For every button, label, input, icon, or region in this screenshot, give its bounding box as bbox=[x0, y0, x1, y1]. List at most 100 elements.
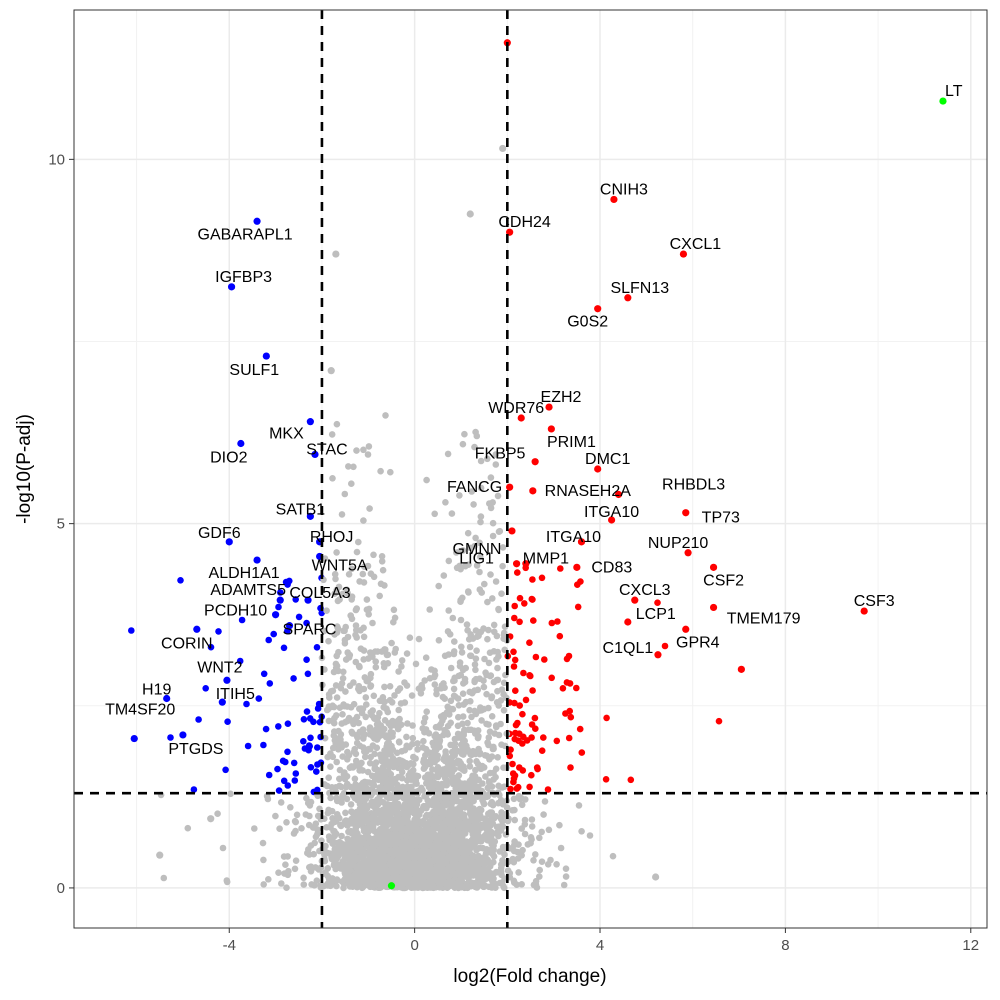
background-point-3938 bbox=[342, 863, 349, 870]
background-point-2769 bbox=[511, 735, 519, 743]
background-point-3881 bbox=[374, 796, 381, 803]
background-point-3772 bbox=[306, 743, 314, 750]
gene-point-dio2-33 bbox=[237, 439, 245, 448]
background-point-3682 bbox=[362, 748, 370, 755]
background-point-4157 bbox=[417, 838, 425, 845]
background-point-3849 bbox=[411, 868, 419, 876]
background-point-3559 bbox=[265, 771, 273, 779]
background-point-3810 bbox=[485, 704, 492, 712]
gene-point-cd83-21 bbox=[573, 563, 581, 571]
background-point-1696 bbox=[282, 861, 289, 868]
background-point-3450 bbox=[425, 730, 433, 737]
background-point-708 bbox=[275, 787, 283, 794]
background-point-3932 bbox=[474, 734, 482, 742]
gene-label-c1ql1-28: C1QL1 bbox=[603, 640, 654, 657]
background-point-1654 bbox=[360, 656, 368, 663]
background-point-3731 bbox=[522, 696, 530, 704]
background-point-2449 bbox=[438, 780, 446, 788]
background-point-2488 bbox=[431, 510, 439, 518]
background-point-2821 bbox=[266, 680, 274, 687]
background-point-240 bbox=[494, 754, 502, 761]
background-point-3901 bbox=[449, 834, 456, 841]
gene-label-pcdh10-42: PCDH10 bbox=[204, 603, 267, 620]
background-point-2828 bbox=[577, 578, 584, 585]
gene-point-tmem179-25 bbox=[709, 603, 718, 612]
background-point-3228 bbox=[560, 881, 568, 889]
background-point-3043 bbox=[265, 876, 272, 883]
background-point-4013 bbox=[480, 883, 487, 890]
background-point-777 bbox=[284, 748, 291, 756]
background-point-291 bbox=[477, 513, 485, 520]
background-point-4045 bbox=[300, 874, 307, 882]
gene-point-ptgds-49 bbox=[179, 731, 187, 739]
background-point-3760 bbox=[277, 589, 284, 596]
background-point-4162 bbox=[324, 872, 332, 880]
background-point-2214 bbox=[292, 596, 300, 603]
y-axis-title: -log10(P-adj) bbox=[14, 414, 35, 524]
background-point-1466 bbox=[444, 450, 452, 458]
data-point-6 bbox=[327, 367, 335, 375]
background-point-957 bbox=[715, 717, 723, 725]
background-point-855 bbox=[382, 412, 389, 419]
background-point-2326 bbox=[487, 474, 495, 481]
background-point-3567 bbox=[331, 728, 338, 735]
background-point-4001 bbox=[377, 580, 385, 588]
background-point-3893 bbox=[421, 764, 428, 772]
background-point-3538 bbox=[528, 771, 535, 779]
data-points bbox=[130, 39, 947, 890]
background-point-3842 bbox=[538, 574, 546, 582]
background-point-2460 bbox=[348, 593, 356, 600]
background-point-3418 bbox=[443, 776, 450, 784]
background-point-3038 bbox=[396, 685, 404, 692]
background-point-4125 bbox=[398, 874, 405, 882]
background-point-1501 bbox=[403, 650, 411, 657]
background-point-4073 bbox=[402, 854, 409, 862]
background-point-865 bbox=[500, 764, 507, 771]
background-point-3811 bbox=[333, 797, 341, 805]
background-point-1612 bbox=[398, 663, 405, 670]
background-point-3943 bbox=[195, 716, 202, 723]
background-point-3951 bbox=[352, 606, 360, 614]
background-point-3161 bbox=[306, 864, 313, 871]
gene-label-gpr4-27: GPR4 bbox=[676, 634, 720, 651]
background-point-1916 bbox=[321, 857, 329, 865]
background-point-3208 bbox=[425, 850, 432, 857]
background-point-1384 bbox=[474, 727, 482, 734]
background-point-3966 bbox=[274, 765, 281, 773]
background-point-4080 bbox=[485, 626, 492, 634]
background-point-4053 bbox=[364, 785, 371, 793]
background-point-1557 bbox=[557, 565, 564, 572]
background-point-1945 bbox=[441, 652, 449, 660]
background-point-4159 bbox=[388, 865, 396, 872]
background-point-3494 bbox=[495, 528, 503, 535]
gene-point-nup210-18 bbox=[684, 549, 692, 557]
gene-label-fancg-11: FANCG bbox=[447, 479, 502, 496]
background-point-3498 bbox=[326, 836, 333, 844]
background-point-3979 bbox=[492, 461, 500, 468]
background-point-3928 bbox=[455, 878, 462, 886]
background-point-940 bbox=[360, 633, 368, 641]
background-point-4130 bbox=[407, 823, 414, 831]
background-point-3985 bbox=[449, 815, 457, 822]
background-point-631 bbox=[343, 586, 351, 593]
background-point-4113 bbox=[490, 743, 497, 751]
background-point-1980 bbox=[300, 881, 308, 888]
background-point-3836 bbox=[410, 753, 417, 761]
background-point-1637 bbox=[347, 801, 355, 808]
background-point-1489 bbox=[372, 663, 380, 671]
background-point-350 bbox=[300, 738, 307, 745]
background-point-3657 bbox=[368, 651, 375, 658]
background-point-3321 bbox=[346, 764, 354, 771]
background-point-3942 bbox=[407, 801, 415, 809]
background-point-3170 bbox=[338, 821, 346, 829]
background-point-3568 bbox=[380, 779, 387, 786]
background-point-1634 bbox=[500, 631, 508, 639]
background-point-4082 bbox=[428, 826, 436, 833]
background-point-3779 bbox=[548, 674, 555, 682]
background-point-2573 bbox=[383, 651, 391, 659]
background-point-4019 bbox=[394, 851, 401, 858]
background-point-3565 bbox=[419, 744, 427, 751]
background-point-3240 bbox=[349, 729, 356, 737]
background-point-4090 bbox=[420, 857, 428, 865]
